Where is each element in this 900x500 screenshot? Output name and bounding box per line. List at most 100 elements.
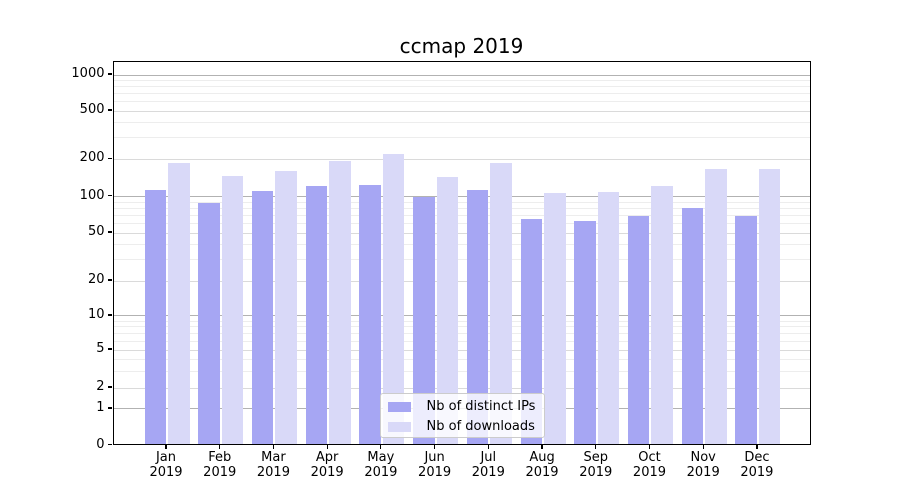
x-tick-label-line: 2019 bbox=[579, 465, 613, 480]
bar-distinct-ips-apr bbox=[305, 185, 328, 444]
bar-downloads-jun bbox=[436, 176, 459, 444]
x-tick-label-line: Sep bbox=[583, 450, 608, 465]
x-tick-label-aug: Aug 2019 bbox=[512, 450, 572, 480]
y-tick-label-0: 0 bbox=[96, 436, 105, 452]
bar-distinct-ips-feb bbox=[198, 203, 220, 444]
legend-entry-distinct-ips: Nb of distinct IPs bbox=[381, 397, 544, 417]
bar-downloads-may bbox=[382, 154, 405, 444]
x-tick-label-line: 2019 bbox=[632, 465, 667, 480]
bar-downloads-dec bbox=[758, 169, 781, 444]
minor-gridline-400 bbox=[113, 122, 810, 124]
x-tick-label-nov: Nov 2019 bbox=[673, 450, 733, 480]
minor-gridline-70 bbox=[113, 214, 810, 216]
bar-distinct-ips-oct bbox=[627, 216, 650, 444]
x-tick-mark-jan bbox=[165, 444, 167, 449]
x-tick-label-oct: Oct 2019 bbox=[619, 450, 679, 480]
x-tick-label-line: 2019 bbox=[310, 465, 344, 480]
x-tick-label-apr: Apr 2019 bbox=[297, 450, 357, 480]
gridline-50 bbox=[113, 232, 810, 234]
plot-area: Nb of distinct IPs Nb of downloads bbox=[112, 61, 811, 445]
minor-gridline-4 bbox=[113, 358, 810, 360]
bar-downloads-oct bbox=[651, 186, 673, 444]
x-tick-label-line: 2019 bbox=[525, 465, 559, 480]
x-tick-label-mar: Mar 2019 bbox=[243, 450, 303, 480]
x-tick-mark-mar bbox=[272, 444, 275, 449]
y-tick-label-20: 20 bbox=[87, 272, 105, 288]
minor-gridline-7 bbox=[113, 332, 810, 334]
x-tick-label-line: Dec bbox=[744, 450, 770, 465]
minor-gridline-80 bbox=[113, 207, 810, 209]
x-tick-mark-jun bbox=[434, 444, 436, 449]
x-tick-mark-dec bbox=[756, 444, 758, 449]
x-tick-mark-may bbox=[380, 444, 382, 449]
y-tick-mark-2 bbox=[108, 386, 112, 388]
bar-downloads-aug bbox=[544, 192, 566, 444]
bar-downloads-nov bbox=[705, 169, 727, 444]
x-tick-label-jan: Jan 2019 bbox=[136, 450, 196, 480]
minor-gridline-60 bbox=[113, 222, 810, 224]
bar-distinct-ips-jul bbox=[466, 189, 489, 444]
gridline-2 bbox=[113, 387, 810, 389]
gridline-200 bbox=[113, 158, 810, 160]
x-tick-label-line: 2019 bbox=[686, 465, 720, 480]
y-tick-label-1: 1 bbox=[96, 399, 105, 415]
y-tick-label-500: 500 bbox=[79, 102, 105, 117]
x-tick-label-dec: Dec 2019 bbox=[727, 450, 787, 480]
x-tick-label-line: May bbox=[367, 450, 395, 465]
x-tick-label-line: Apr bbox=[315, 450, 339, 465]
legend-entry-downloads: Nb of downloads bbox=[381, 417, 544, 437]
y-tick-label-2: 2 bbox=[96, 379, 105, 394]
minor-gridline-9 bbox=[113, 320, 810, 322]
minor-gridline-800 bbox=[113, 86, 810, 88]
minor-gridline-40 bbox=[113, 244, 810, 246]
gridline-20 bbox=[113, 280, 810, 282]
x-tick-label-line: 2019 bbox=[149, 465, 183, 480]
bar-distinct-ips-dec bbox=[735, 215, 757, 444]
y-tick-mark-10 bbox=[108, 314, 112, 316]
bar-downloads-jul bbox=[490, 163, 512, 444]
minor-gridline-90 bbox=[113, 201, 810, 203]
y-tick-label-50: 50 bbox=[87, 224, 105, 239]
x-tick-label-jun: Jun 2019 bbox=[405, 450, 465, 480]
x-tick-label-line: 2019 bbox=[203, 465, 237, 480]
y-tick-label-100: 100 bbox=[79, 187, 105, 203]
gridline-100 bbox=[113, 196, 810, 198]
x-tick-label-may: May 2019 bbox=[351, 450, 411, 480]
minor-gridline-600 bbox=[113, 101, 810, 103]
gridline-1000 bbox=[113, 74, 810, 76]
bar-distinct-ips-jun bbox=[413, 196, 435, 444]
y-tick-label-200: 200 bbox=[79, 150, 105, 166]
x-tick-label-feb: Feb 2019 bbox=[190, 450, 250, 480]
x-tick-mark-aug bbox=[541, 444, 543, 449]
x-tick-label-line: 2019 bbox=[418, 465, 452, 480]
gridline-500 bbox=[113, 110, 810, 112]
chart-title: ccmap 2019 bbox=[399, 34, 524, 58]
x-tick-mark-sep bbox=[595, 444, 597, 449]
y-tick-label-10: 10 bbox=[87, 306, 105, 322]
y-tick-label-5: 5 bbox=[96, 341, 105, 356]
minor-gridline-6 bbox=[113, 340, 810, 342]
x-tick-label-line: 2019 bbox=[471, 465, 505, 480]
x-tick-mark-oct bbox=[648, 444, 651, 449]
x-tick-label-line: 2019 bbox=[740, 465, 774, 480]
x-tick-label-line: Mar bbox=[261, 450, 286, 465]
legend-swatch-icon bbox=[387, 402, 411, 412]
gridline-5 bbox=[113, 349, 810, 351]
y-tick-mark-200 bbox=[108, 157, 112, 159]
y-tick-mark-100 bbox=[108, 195, 112, 197]
y-tick-mark-20 bbox=[108, 279, 112, 281]
gridline-10 bbox=[113, 315, 810, 317]
minor-gridline-900 bbox=[113, 79, 810, 81]
bar-downloads-sep bbox=[597, 192, 620, 444]
x-tick-label-line: 2019 bbox=[364, 465, 398, 480]
x-tick-mark-apr bbox=[326, 444, 328, 449]
bar-downloads-apr bbox=[329, 161, 351, 444]
bar-distinct-ips-sep bbox=[574, 221, 596, 444]
legend-swatch-icon bbox=[387, 422, 411, 432]
legend-label: Nb of distinct IPs bbox=[426, 399, 536, 414]
x-tick-label-line: Jul bbox=[480, 450, 497, 465]
legend-label: Nb of downloads bbox=[426, 419, 535, 434]
bar-downloads-mar bbox=[275, 170, 297, 444]
minor-gridline-30 bbox=[113, 259, 810, 261]
